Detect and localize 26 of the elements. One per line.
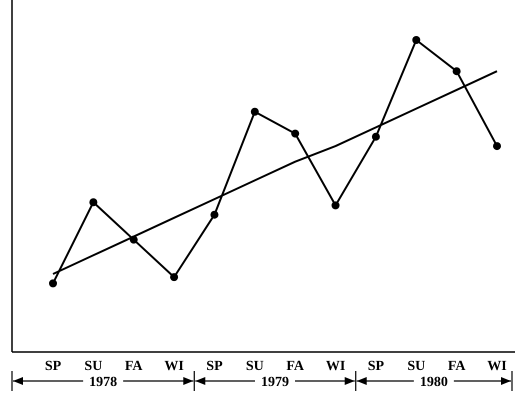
text: 1980: [420, 375, 448, 390]
x-tick-label: WI: [487, 359, 507, 374]
point: [49, 279, 57, 288]
point: [332, 201, 340, 210]
x-tick-label: FA: [124, 359, 144, 374]
point: [250, 108, 259, 116]
x-tick-label: WI: [164, 359, 184, 374]
x-tick-label: WI: [326, 359, 346, 374]
x-tick-label: FA: [448, 359, 466, 374]
text: 1978: [89, 375, 118, 390]
point: [493, 142, 501, 150]
x-tick-label: SU: [407, 359, 426, 374]
point: [89, 198, 98, 206]
x-tick-label: SU: [84, 359, 102, 374]
text: 1979: [261, 375, 289, 390]
x-tick-label: SU: [246, 359, 264, 374]
point: [291, 130, 300, 138]
point: [210, 210, 218, 219]
x-tick-label: FA: [286, 359, 305, 374]
point: [412, 36, 420, 44]
point: [452, 67, 461, 76]
x-tick-label: SP: [206, 359, 224, 374]
x-tick-label: SP: [368, 359, 385, 374]
point: [170, 273, 178, 282]
point: [372, 132, 380, 141]
x-tick-label: SP: [44, 359, 62, 374]
